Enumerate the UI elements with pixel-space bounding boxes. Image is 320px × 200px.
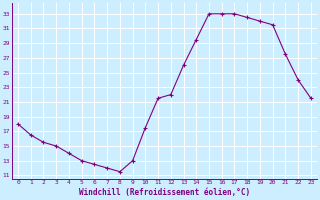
- X-axis label: Windchill (Refroidissement éolien,°C): Windchill (Refroidissement éolien,°C): [79, 188, 250, 197]
